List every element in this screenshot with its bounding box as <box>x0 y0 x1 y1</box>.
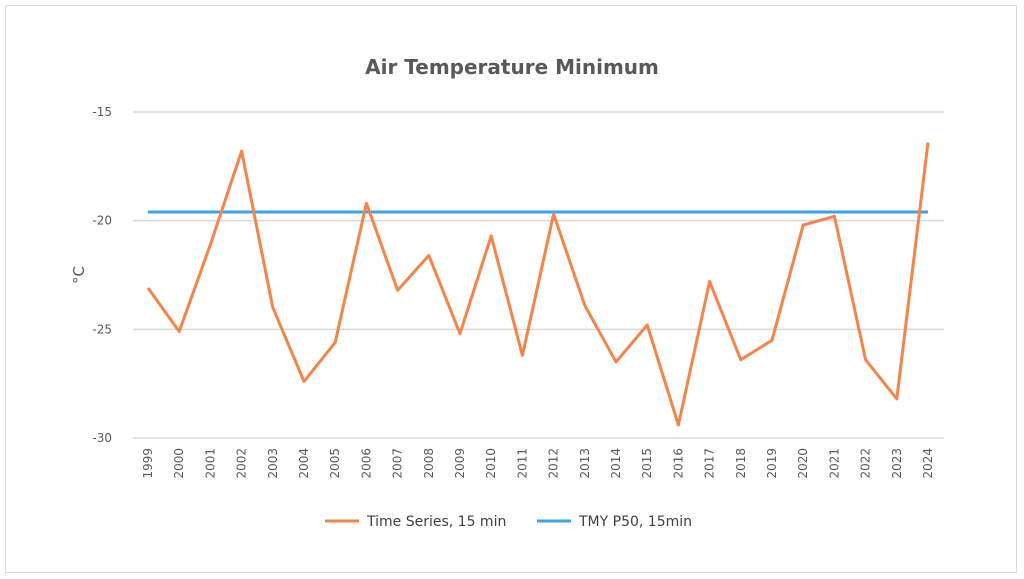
x-tick-label: 2008 <box>422 448 436 479</box>
x-tick-label: 2024 <box>921 448 935 479</box>
series-line <box>146 142 930 427</box>
x-tick-label: 2010 <box>484 448 498 479</box>
x-tick-label: 2004 <box>297 448 311 479</box>
x-tick-label: 2021 <box>827 448 841 479</box>
x-tick-label: 2018 <box>734 448 748 479</box>
x-tick-label: 2001 <box>203 448 217 479</box>
legend-label: Time Series, 15 min <box>366 514 506 530</box>
chart-frame <box>5 5 1017 573</box>
x-tick-label: 2006 <box>359 448 373 479</box>
x-tick-label: 2022 <box>859 448 873 479</box>
x-tick-label: 2013 <box>578 448 592 479</box>
x-tick-label: 2003 <box>266 448 280 479</box>
y-tick-label: -30 <box>92 431 112 445</box>
x-tick-label: 2009 <box>453 448 467 479</box>
x-tick-label: 2016 <box>671 448 685 479</box>
x-tick-label: 2019 <box>765 448 779 479</box>
x-tick-label: 2015 <box>640 448 654 479</box>
x-tick-label: 2000 <box>172 448 186 479</box>
x-tick-label: 2005 <box>328 448 342 479</box>
x-tick-label: 2020 <box>796 448 810 479</box>
x-tick-label: 2017 <box>703 448 717 479</box>
y-axis-label: °C <box>70 266 88 284</box>
y-tick-label: -20 <box>92 214 112 228</box>
x-tick-label: 2012 <box>547 448 561 479</box>
x-tick-label: 2014 <box>609 448 623 479</box>
x-tick-label: 1999 <box>141 448 155 479</box>
x-tick-label: 2011 <box>515 448 529 479</box>
y-tick-label: -25 <box>92 322 112 336</box>
chart-title: Air Temperature Minimum <box>365 55 659 79</box>
legend-label: TMY P50, 15min <box>578 514 692 530</box>
x-tick-label: 2023 <box>890 448 904 479</box>
x-tick-label: 2007 <box>391 448 405 479</box>
y-tick-label: -15 <box>92 105 112 119</box>
x-tick-label: 2002 <box>235 448 249 479</box>
